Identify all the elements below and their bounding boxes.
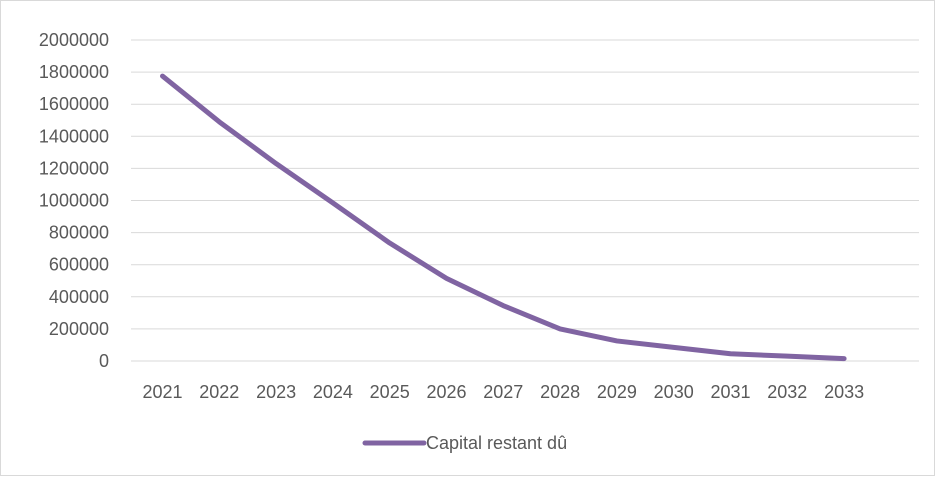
x-tick-label: 2031: [710, 382, 750, 402]
legend-label: Capital restant dû: [426, 433, 567, 453]
x-tick-label: 2025: [370, 382, 410, 402]
x-tick-label: 2021: [142, 382, 182, 402]
x-tick-label: 2033: [824, 382, 864, 402]
y-axis-tick-labels: 0 200000 400000 600000 800000 1000000 1200000 1…: [39, 30, 109, 371]
x-tick-label: 2022: [199, 382, 239, 402]
x-tick-label: 2032: [767, 382, 807, 402]
gridlines: [131, 39, 919, 362]
y-tick-label: 1200000: [39, 158, 109, 178]
legend: Capital restant dû: [362, 433, 567, 453]
y-tick-label: 2000000: [39, 30, 109, 50]
x-tick-label: 2026: [426, 382, 466, 402]
y-tick-label: 200000: [49, 319, 109, 339]
y-tick-label: 400000: [49, 287, 109, 307]
y-tick-label: 800000: [49, 223, 109, 243]
x-tick-label: 2023: [256, 382, 296, 402]
x-tick-label: 2030: [654, 382, 694, 402]
y-tick-label: 600000: [49, 255, 109, 275]
x-tick-label: 2027: [483, 382, 523, 402]
y-tick-label: 1600000: [39, 94, 109, 114]
y-tick-label: 1800000: [39, 62, 109, 82]
y-tick-label: 1000000: [39, 191, 109, 211]
y-tick-label: 0: [99, 351, 109, 371]
x-tick-label: 2024: [313, 382, 353, 402]
x-axis-tick-labels: 2021 2022 2023 2024 2025 2026 2027 2028 2029 2030…: [142, 382, 864, 402]
y-tick-label: 1400000: [39, 126, 109, 146]
series-line: [160, 73, 847, 362]
series-layer: [160, 73, 847, 362]
x-tick-label: 2028: [540, 382, 580, 402]
x-tick-label: 2029: [597, 382, 637, 402]
